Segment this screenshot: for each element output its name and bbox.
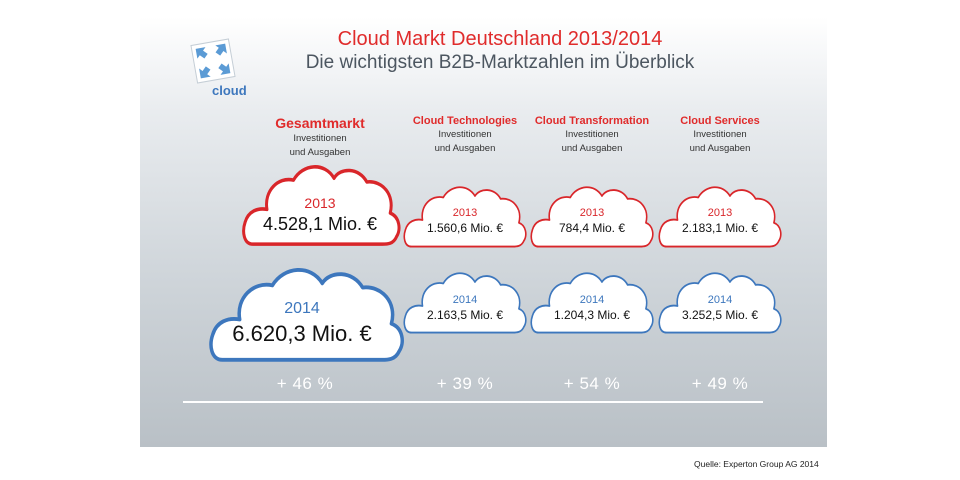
source-note: Quelle: Experton Group AG 2014 [694, 459, 819, 469]
cloud-outline [530, 186, 654, 248]
value-2014-transformation: 2014 1.204,3 Mio. € [532, 294, 652, 322]
cloud-2014-services-icon [658, 272, 782, 334]
category-name: Cloud Technologies [412, 115, 518, 127]
growth-label: + 39 % [436, 374, 494, 393]
cloud-outline [658, 272, 782, 334]
cloud-2013-transformation-icon [530, 186, 654, 248]
category-name: Cloud Transformation [534, 115, 650, 127]
cloud-outline [530, 272, 654, 334]
category-name: Gesamtmarkt [275, 115, 365, 131]
year-label: 2014 [707, 294, 733, 306]
category-header: Cloud Technologies Investitionen und Aus… [385, 115, 545, 155]
value-2013-technologies: 2013 1.560,6 Mio. € [405, 207, 525, 235]
year-label: 2013 [304, 195, 336, 211]
cloud-outline [403, 186, 527, 248]
value-label: 784,4 Mio. € [558, 221, 626, 235]
value-label: 2.163,5 Mio. € [426, 308, 504, 322]
cloud-2013-gesamt-icon [242, 165, 401, 246]
cloud-2014-transformation-icon [530, 272, 654, 334]
cloud-outline [242, 165, 401, 246]
divider-line [183, 401, 763, 403]
cloud-2014-gesamt-icon [209, 268, 404, 362]
value-label: 6.620,3 Mio. € [232, 321, 372, 346]
year-label: 2014 [284, 300, 320, 317]
value-label: 4.528,1 Mio. € [262, 214, 378, 234]
growth-label: + 49 % [691, 374, 749, 393]
value-2014-technologies: 2014 2.163,5 Mio. € [405, 294, 525, 322]
cloud-outline [403, 272, 527, 334]
cloud-2013-services-icon [658, 186, 782, 248]
chart-subtitle: Die wichtigsten B2B-Marktzahlen im Überb… [305, 52, 695, 73]
category-sub: Investitionen [693, 129, 747, 140]
cloud-outline [658, 186, 782, 248]
value-2013-gesamt: 2013 4.528,1 Mio. € [250, 195, 390, 235]
category-sub: Investitionen [293, 133, 347, 144]
category-sub: und Ausgaben [289, 147, 351, 158]
category-header: Cloud Services Investitionen und Ausgabe… [640, 115, 800, 155]
category-sub: Investitionen [565, 129, 619, 140]
logo-text: cloud [212, 83, 247, 98]
year-label: 2014 [452, 294, 478, 306]
value-2014-gesamt: 2014 6.620,3 Mio. € [222, 300, 382, 347]
year-label: 2013 [579, 207, 605, 219]
category-header: Gesamtmarkt Investitionen und Ausgaben [240, 115, 400, 159]
chart-title: Cloud Markt Deutschland 2013/2014 [337, 28, 663, 50]
cloud-2014-technologies-icon [403, 272, 527, 334]
category-sub: und Ausgaben [689, 143, 751, 154]
value-label: 2.183,1 Mio. € [681, 221, 759, 235]
value-label: 1.560,6 Mio. € [426, 221, 504, 235]
category-sub: Investitionen [438, 129, 492, 140]
category-header: Cloud Transformation Investitionen und A… [512, 115, 672, 155]
value-label: 1.204,3 Mio. € [553, 308, 631, 322]
value-2013-transformation: 2013 784,4 Mio. € [532, 207, 652, 235]
value-2014-services: 2014 3.252,5 Mio. € [660, 294, 780, 322]
year-label: 2013 [452, 207, 478, 219]
value-2013-services: 2013 2.183,1 Mio. € [660, 207, 780, 235]
year-label: 2014 [579, 294, 605, 306]
cloud-logo-icon: cloud [188, 36, 266, 105]
category-name: Cloud Services [680, 115, 760, 127]
growth-label: + 46 % [276, 374, 334, 393]
year-label: 2013 [707, 207, 733, 219]
category-sub: und Ausgaben [434, 143, 496, 154]
cloud-outline [209, 268, 404, 362]
category-sub: und Ausgaben [561, 143, 623, 154]
value-label: 3.252,5 Mio. € [681, 308, 759, 322]
growth-label: + 54 % [563, 374, 621, 393]
cloud-2013-technologies-icon [403, 186, 527, 248]
